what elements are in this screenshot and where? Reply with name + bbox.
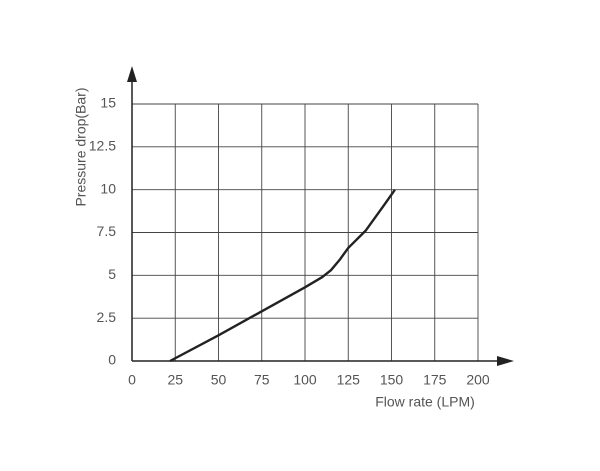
x-tick-label: 25 [167,372,183,388]
y-axis-label: Pressure drop(Bar) [73,87,89,206]
x-axis-arrow [497,356,514,366]
x-tick-label: 150 [380,372,404,388]
y-tick-label: 0 [108,352,116,368]
y-tick-label: 10 [100,180,116,196]
y-tick-label: 5 [108,266,116,282]
y-axis-arrow [127,66,137,82]
x-tick-label: 200 [466,372,490,388]
x-tick-label: 175 [423,372,447,388]
data-line [169,188,396,363]
x-tick-label: 50 [211,372,227,388]
x-tick-label: 125 [337,372,361,388]
y-tick-label: 7.5 [97,223,117,239]
x-tick-label: 75 [254,372,270,388]
y-tick-label: 2.5 [97,309,117,325]
y-tick-label: 12.5 [89,138,116,154]
x-tick-label: 100 [293,372,317,388]
x-axis-label: Flow rate (LPM) [375,394,475,410]
x-tick-label: 0 [128,372,136,388]
y-tick-label: 15 [100,95,116,111]
